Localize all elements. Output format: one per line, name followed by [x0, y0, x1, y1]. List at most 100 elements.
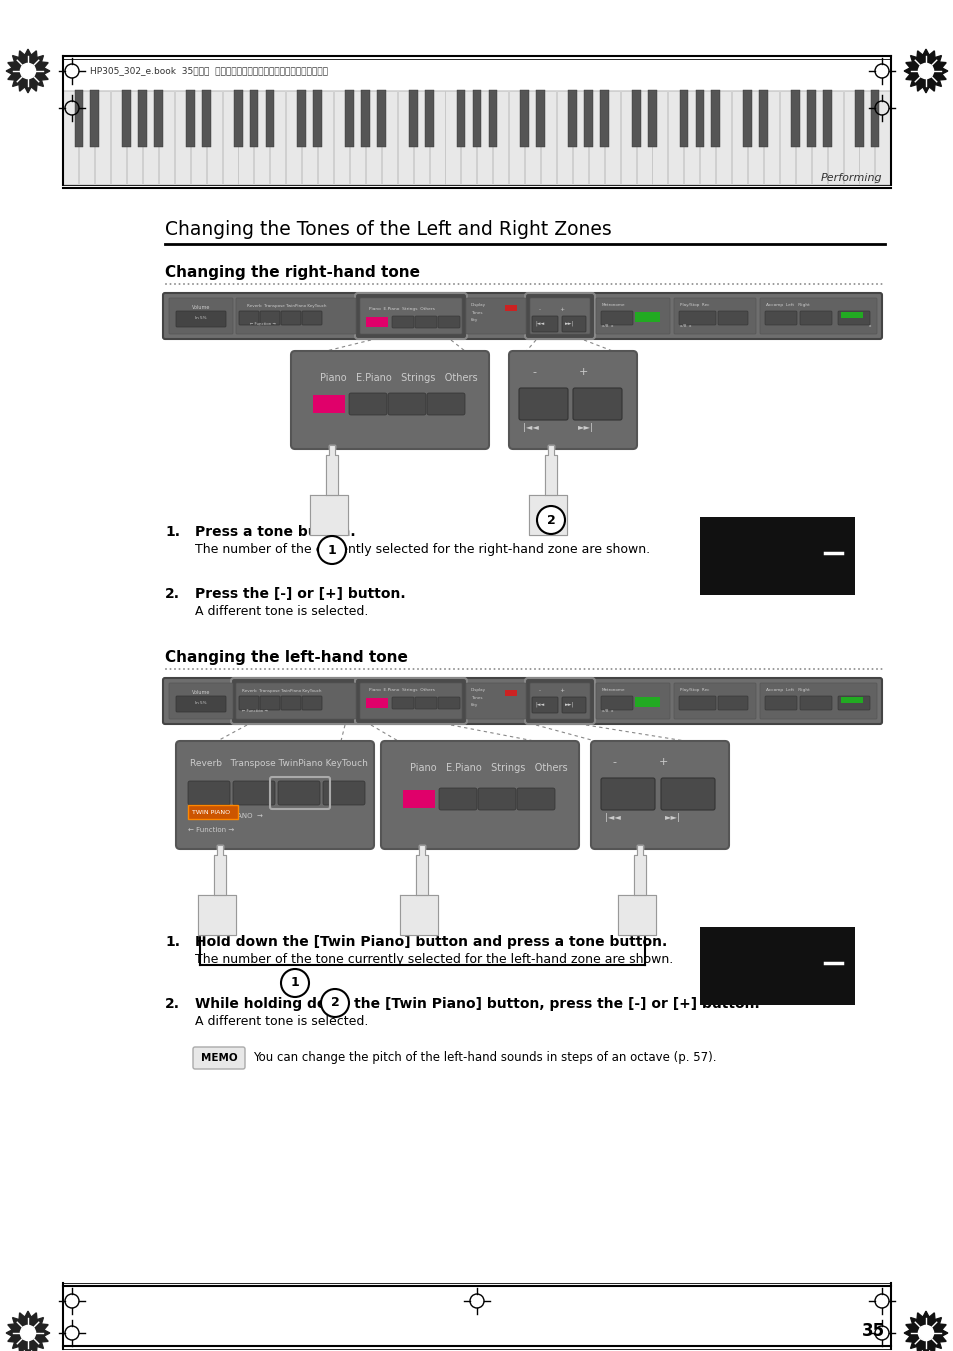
Circle shape — [633, 667, 635, 670]
Bar — [79, 91, 94, 184]
Circle shape — [628, 282, 630, 285]
Circle shape — [435, 282, 436, 285]
Circle shape — [565, 282, 567, 285]
Circle shape — [358, 667, 360, 670]
Bar — [524, 91, 539, 184]
Circle shape — [380, 667, 382, 670]
FancyBboxPatch shape — [437, 697, 459, 709]
Circle shape — [273, 282, 274, 285]
Circle shape — [241, 667, 243, 670]
Text: Play/Stop  Rec: Play/Stop Rec — [679, 303, 709, 307]
Bar — [366, 317, 388, 327]
Circle shape — [529, 667, 531, 670]
Circle shape — [583, 667, 585, 670]
Circle shape — [803, 282, 805, 285]
Text: Changing the left-hand tone: Changing the left-hand tone — [165, 650, 408, 665]
Circle shape — [372, 282, 374, 285]
Circle shape — [560, 282, 562, 285]
Circle shape — [479, 282, 481, 285]
Bar — [557, 91, 572, 184]
Bar — [635, 312, 659, 322]
Text: x/8  x: x/8 x — [601, 709, 613, 713]
Circle shape — [817, 282, 819, 285]
FancyBboxPatch shape — [800, 696, 831, 711]
Circle shape — [537, 282, 540, 285]
Circle shape — [681, 282, 684, 285]
FancyBboxPatch shape — [235, 684, 355, 719]
Circle shape — [20, 1325, 35, 1340]
Circle shape — [403, 282, 405, 285]
Circle shape — [471, 282, 473, 285]
Circle shape — [727, 667, 729, 670]
Circle shape — [376, 667, 378, 670]
Circle shape — [767, 667, 769, 670]
Circle shape — [704, 667, 706, 670]
Text: ←  TWIN PIANO  →: ← TWIN PIANO → — [200, 813, 263, 819]
Bar — [636, 91, 651, 184]
Circle shape — [443, 667, 446, 670]
FancyBboxPatch shape — [561, 316, 585, 332]
Bar — [143, 91, 158, 184]
Polygon shape — [903, 49, 947, 93]
Circle shape — [367, 667, 369, 670]
Circle shape — [866, 667, 868, 670]
Circle shape — [637, 667, 639, 670]
Bar — [716, 91, 730, 184]
FancyBboxPatch shape — [169, 299, 233, 334]
Circle shape — [681, 667, 684, 670]
Circle shape — [583, 282, 585, 285]
Circle shape — [542, 282, 544, 285]
Bar — [456, 91, 465, 147]
Circle shape — [295, 667, 297, 670]
Circle shape — [471, 667, 473, 670]
Bar — [188, 805, 237, 819]
Circle shape — [821, 667, 823, 670]
Bar — [334, 91, 349, 184]
Text: The number of the tone currently selected for the left-hand zone are shown.: The number of the tone currently selecte… — [194, 952, 673, 966]
Circle shape — [597, 667, 598, 670]
Circle shape — [762, 282, 764, 285]
Text: ►►|: ►►| — [578, 423, 594, 432]
Polygon shape — [634, 844, 645, 894]
FancyBboxPatch shape — [530, 299, 589, 334]
Circle shape — [309, 282, 311, 285]
Circle shape — [700, 667, 701, 670]
Circle shape — [880, 667, 882, 670]
Polygon shape — [310, 494, 348, 535]
FancyBboxPatch shape — [260, 311, 280, 326]
Circle shape — [718, 282, 720, 285]
Circle shape — [412, 282, 414, 285]
Circle shape — [875, 282, 877, 285]
Circle shape — [314, 667, 315, 670]
Circle shape — [317, 536, 346, 563]
Circle shape — [453, 667, 455, 670]
Circle shape — [736, 282, 738, 285]
Circle shape — [578, 282, 580, 285]
Circle shape — [534, 667, 536, 670]
Text: ← Function →: ← Function → — [242, 709, 268, 713]
Circle shape — [678, 667, 679, 670]
Circle shape — [592, 282, 594, 285]
FancyBboxPatch shape — [175, 740, 374, 848]
Circle shape — [749, 667, 751, 670]
Circle shape — [918, 1325, 933, 1340]
FancyBboxPatch shape — [532, 316, 558, 332]
Circle shape — [853, 667, 855, 670]
Circle shape — [461, 667, 463, 670]
Circle shape — [466, 282, 468, 285]
Circle shape — [210, 667, 212, 670]
Circle shape — [807, 667, 810, 670]
FancyBboxPatch shape — [800, 311, 831, 326]
Circle shape — [443, 282, 446, 285]
Circle shape — [317, 282, 319, 285]
Circle shape — [376, 282, 378, 285]
Circle shape — [277, 282, 279, 285]
Circle shape — [354, 667, 355, 670]
Bar — [504, 305, 517, 311]
Circle shape — [673, 667, 675, 670]
Circle shape — [740, 282, 742, 285]
Circle shape — [537, 667, 540, 670]
Circle shape — [574, 667, 576, 670]
Text: x: x — [868, 324, 871, 328]
FancyBboxPatch shape — [764, 696, 796, 711]
